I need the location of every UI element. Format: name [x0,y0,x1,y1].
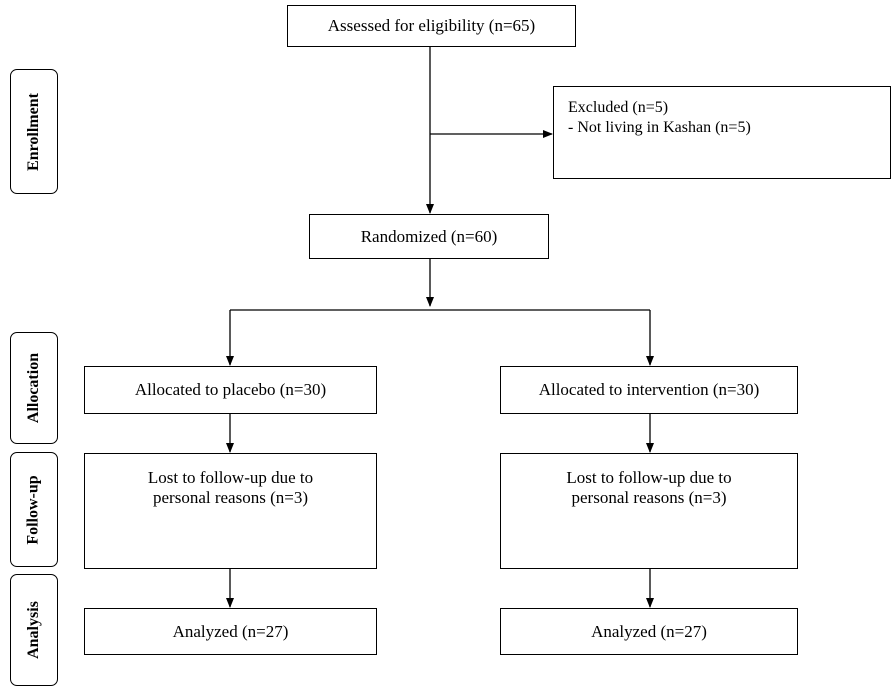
randomized-text: Randomized (n=60) [360,226,498,246]
excluded-reason: - Not living in Kashan (n=5) [568,119,751,136]
placebo-allocation-text: Allocated to placebo (n=30) [134,380,327,399]
randomized-box: Randomized (n=60) [309,214,549,259]
excluded-title: Excluded (n=5) [568,99,669,116]
stage-enrollment-label: Enrollment [10,69,58,194]
stage-followup-label: Follow-up [10,452,58,567]
intervention-allocation-box: Allocated to intervention (n=30) [500,366,798,414]
assessed-text: Assessed for eligibility (n=65) [327,16,536,35]
intervention-lost-line2: personal reasons (n=3) [571,488,727,507]
intervention-lost-line1: Lost to follow-up due to [566,468,732,487]
intervention-analysis-text: Analyzed (n=27) [591,621,707,641]
placebo-allocation-box: Allocated to placebo (n=30) [84,366,377,414]
stage-allocation-label: Allocation [10,332,58,444]
intervention-followup-box: Lost to follow-up due to personal reason… [500,453,798,569]
placebo-followup-box: Lost to follow-up due to personal reason… [84,453,377,569]
placebo-lost-line1: Lost to follow-up due to [147,468,314,487]
placebo-analysis-box: Analyzed (n=27) [84,608,377,655]
intervention-allocation-text: Allocated to intervention (n=30) [538,380,760,399]
assessed-box: Assessed for eligibility (n=65) [287,5,576,47]
placebo-lost-line2: personal reasons (n=3) [153,488,308,507]
excluded-box: Excluded (n=5) - Not living in Kashan (n… [553,86,891,179]
intervention-analysis-box: Analyzed (n=27) [500,608,798,655]
stage-analysis-label: Analysis [10,574,58,686]
placebo-analysis-text: Analyzed (n=27) [172,621,289,641]
